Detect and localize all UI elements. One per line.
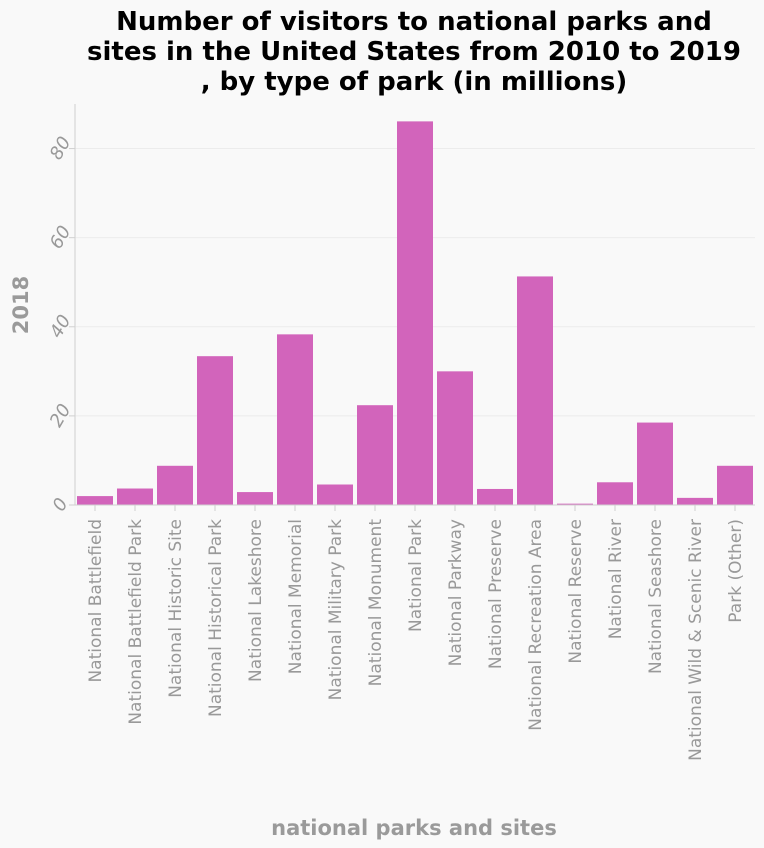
- x-tick-label-1: National Battlefield Park: [126, 519, 146, 725]
- bar-8: [397, 121, 433, 506]
- x-tick-label-0: National Battlefield: [86, 519, 106, 683]
- bar-3: [197, 356, 233, 505]
- chart-title-line-1: Number of visitors to national parks and: [116, 7, 712, 37]
- x-tick-label-12: National Reserve: [566, 519, 586, 664]
- x-tick-label-7: National Monument: [366, 519, 386, 687]
- x-tick-label-8: National Park: [406, 519, 426, 632]
- y-tick-label-3: 60: [46, 222, 76, 252]
- y-tick-label-4: 80: [46, 133, 76, 163]
- x-tick-label-10: National Preserve: [486, 519, 506, 669]
- x-tick-label-5: National Memorial: [286, 519, 306, 674]
- x-tick-label-2: National Historic Site: [166, 519, 186, 698]
- chart-title-line-3: , by type of park (in millions): [201, 67, 628, 97]
- y-tick-label-2: 40: [46, 311, 76, 341]
- y-tick-label-1: 20: [46, 400, 76, 430]
- x-tick-label-4: National Lakeshore: [246, 519, 266, 682]
- x-axis-label: national parks and sites: [271, 816, 557, 840]
- chart-title-line-2: sites in the United States from 2010 to …: [87, 37, 741, 67]
- x-tick-label-3: National Historical Park: [206, 519, 226, 717]
- x-tick-label-15: National Wild & Scenic River: [686, 519, 706, 761]
- x-tick-labels: National Battlefield National Battlefield…: [86, 505, 746, 761]
- bar-16: [717, 465, 753, 505]
- x-tick-label-6: National Military Park: [326, 519, 346, 701]
- bar-6: [317, 484, 353, 505]
- bar-9: [437, 371, 473, 505]
- y-axis-label: 2018: [9, 276, 33, 334]
- bar-5: [277, 334, 313, 505]
- x-tick-label-14: National Seashore: [646, 519, 666, 674]
- bar-4: [237, 492, 273, 505]
- bar-0: [77, 496, 113, 505]
- x-tick-label-11: National Recreation Area: [526, 519, 546, 731]
- bar-12: [557, 503, 593, 505]
- bar-15: [677, 497, 713, 505]
- bar-2: [157, 465, 193, 505]
- y-tick-label-0: 0: [49, 495, 73, 515]
- bar-1: [117, 488, 153, 505]
- bar-11: [517, 276, 553, 505]
- y-tick-labels: 0 20 40 60 80: [46, 133, 76, 515]
- x-tick-label-13: National River: [606, 519, 626, 639]
- bar-10: [477, 488, 513, 505]
- x-tick-label-16: Park (Other): [726, 519, 746, 623]
- bar-7: [357, 405, 393, 505]
- chart-title: Number of visitors to national parks and…: [87, 7, 741, 97]
- bar-14: [637, 422, 673, 505]
- x-tick-label-9: National Parkway: [446, 519, 466, 666]
- bars: [77, 121, 753, 506]
- bar-13: [597, 482, 633, 505]
